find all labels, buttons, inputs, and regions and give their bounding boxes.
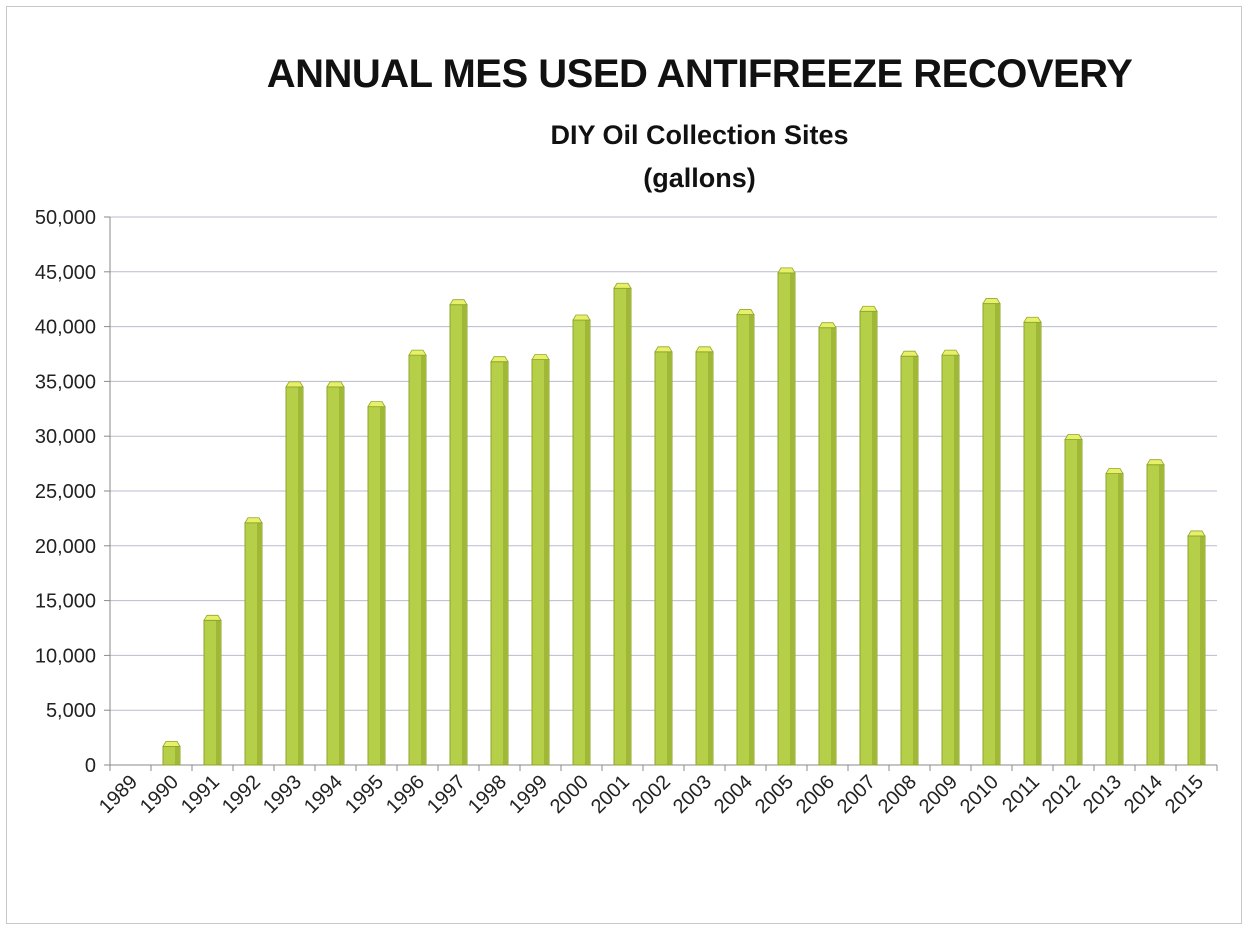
x-tick-label: 1989 bbox=[95, 771, 142, 818]
x-tick-label: 2007 bbox=[833, 771, 880, 818]
x-tick-label: 2011 bbox=[998, 771, 1044, 817]
y-tick-label: 0 bbox=[85, 755, 96, 777]
x-tick-label: 1991 bbox=[177, 771, 224, 818]
x-tick-label: 2010 bbox=[956, 771, 1003, 818]
bar-shade bbox=[790, 272, 794, 765]
bar-shade bbox=[216, 620, 220, 765]
x-tick-label: 2004 bbox=[710, 771, 757, 818]
y-tick-label: 20,000 bbox=[35, 536, 96, 558]
bar-shade bbox=[831, 327, 835, 765]
y-tick-label: 50,000 bbox=[35, 207, 96, 229]
bar-top bbox=[695, 346, 714, 353]
bar-shade bbox=[913, 356, 917, 765]
x-tick-label: 1995 bbox=[341, 771, 388, 818]
bar-shade bbox=[298, 386, 302, 765]
bar-top bbox=[941, 349, 960, 356]
bar-top bbox=[408, 349, 427, 356]
bar-shade bbox=[175, 746, 179, 765]
bar-top bbox=[736, 309, 755, 315]
bar-top bbox=[244, 517, 263, 524]
chart-title: ANNUAL MES USED ANTIFREEZE RECOVERY bbox=[266, 52, 1133, 96]
bar-shade bbox=[995, 303, 999, 765]
bar-top bbox=[203, 614, 222, 621]
chart-unit-label: (gallons) bbox=[643, 163, 756, 193]
bar-top bbox=[285, 381, 304, 388]
y-tick-label: 30,000 bbox=[35, 426, 96, 448]
bar-top bbox=[490, 356, 509, 363]
x-tick-label: 2015 bbox=[1161, 771, 1208, 818]
x-tick-label: 2000 bbox=[546, 771, 593, 818]
bar-shade bbox=[257, 522, 261, 765]
chart-subtitle: DIY Oil Collection Sites bbox=[550, 120, 849, 150]
bar-shade bbox=[503, 361, 507, 765]
bar-shade bbox=[1200, 535, 1204, 765]
x-tick-label: 2005 bbox=[751, 771, 798, 818]
y-tick-label: 5,000 bbox=[46, 700, 96, 722]
x-tick-label: 1992 bbox=[218, 771, 265, 818]
y-tick-label: 10,000 bbox=[35, 645, 96, 667]
bar-top bbox=[1023, 316, 1042, 323]
bar-top bbox=[449, 299, 468, 306]
bar-shade bbox=[585, 320, 589, 765]
bar-shade bbox=[749, 314, 753, 765]
x-tick-label: 1994 bbox=[300, 771, 347, 818]
bar-top bbox=[1146, 459, 1165, 466]
bar-top bbox=[859, 305, 878, 312]
y-tick-label: 25,000 bbox=[35, 481, 96, 503]
x-tick-label: 2006 bbox=[792, 771, 839, 818]
x-tick-label: 2012 bbox=[1038, 771, 1085, 818]
bar-shade bbox=[339, 386, 343, 765]
x-tick-label: 2014 bbox=[1120, 771, 1167, 818]
bar-shade bbox=[1077, 439, 1081, 765]
y-tick-label: 35,000 bbox=[35, 371, 96, 393]
bar-top bbox=[777, 267, 796, 274]
bar-shade bbox=[1159, 464, 1163, 765]
x-tick-label: 2002 bbox=[628, 771, 675, 818]
x-tick-label: 2008 bbox=[874, 771, 921, 818]
x-tick-label: 2009 bbox=[915, 771, 962, 818]
bar-top bbox=[1187, 530, 1206, 537]
bar-shade bbox=[1036, 322, 1040, 765]
x-tick-label: 1997 bbox=[423, 771, 470, 818]
bar-shade bbox=[544, 359, 548, 765]
x-tick-label: 1999 bbox=[505, 771, 552, 818]
bar-top bbox=[162, 740, 181, 747]
bar-top bbox=[367, 401, 386, 408]
bar-top bbox=[818, 322, 837, 329]
bar-top bbox=[654, 346, 673, 353]
bar-top bbox=[1064, 434, 1083, 440]
bar-top bbox=[613, 282, 632, 289]
bar-top bbox=[982, 298, 1001, 304]
x-tick-label: 1990 bbox=[136, 771, 183, 818]
x-tick-label: 1996 bbox=[382, 771, 429, 818]
x-tick-label: 1998 bbox=[464, 771, 511, 818]
bar-shade bbox=[380, 406, 384, 765]
x-tick-label: 1993 bbox=[259, 771, 306, 818]
bar-shade bbox=[462, 304, 466, 765]
bar-shade bbox=[667, 351, 671, 765]
y-tick-label: 45,000 bbox=[35, 262, 96, 284]
bar-shade bbox=[626, 288, 630, 765]
bar-shade bbox=[1118, 473, 1122, 765]
bar-shade bbox=[954, 355, 958, 765]
x-tick-label: 2001 bbox=[587, 771, 634, 818]
x-tick-label: 2003 bbox=[669, 771, 716, 818]
x-tick-label: 2013 bbox=[1079, 771, 1126, 818]
bar-top bbox=[326, 381, 345, 388]
y-tick-label: 40,000 bbox=[35, 317, 96, 339]
bar-shade bbox=[421, 355, 425, 765]
bar-top bbox=[572, 314, 591, 321]
bar-shade bbox=[708, 351, 712, 765]
bar-top bbox=[531, 354, 550, 360]
bar-top bbox=[1105, 468, 1124, 474]
bar-top bbox=[900, 350, 919, 357]
y-tick-label: 15,000 bbox=[35, 591, 96, 613]
bar-shade bbox=[872, 311, 876, 765]
